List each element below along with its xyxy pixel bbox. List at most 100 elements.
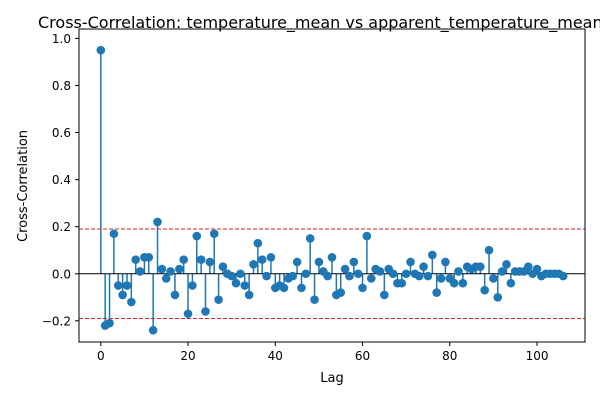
data-point bbox=[436, 274, 446, 283]
data-point bbox=[502, 260, 511, 269]
data-point bbox=[506, 278, 516, 288]
data-point bbox=[397, 278, 407, 288]
data-point bbox=[497, 267, 507, 276]
data-point bbox=[192, 231, 202, 241]
data-point bbox=[358, 283, 367, 293]
data-point bbox=[484, 245, 494, 255]
data-point bbox=[127, 297, 136, 307]
data-point bbox=[166, 267, 175, 276]
data-point bbox=[340, 264, 350, 274]
data-point bbox=[336, 288, 346, 297]
data-point bbox=[380, 290, 389, 300]
data-point bbox=[196, 255, 206, 264]
x-axis-label: Lag bbox=[320, 371, 343, 386]
data-point bbox=[179, 255, 188, 264]
data-point bbox=[109, 229, 119, 239]
data-point bbox=[449, 278, 459, 288]
axes-frame bbox=[78, 28, 586, 343]
data-point bbox=[218, 262, 228, 271]
data-point bbox=[257, 255, 267, 264]
x-tick-label: 80 bbox=[442, 349, 457, 363]
data-point bbox=[314, 257, 324, 267]
chart-title: Cross-Correlation: temperature_mean vs a… bbox=[38, 13, 600, 33]
data-point bbox=[135, 267, 145, 276]
data-point bbox=[362, 231, 372, 241]
data-point bbox=[161, 274, 171, 283]
data-point bbox=[301, 269, 311, 279]
data-point bbox=[432, 288, 441, 297]
data-point bbox=[244, 290, 254, 300]
data-point bbox=[458, 278, 468, 288]
data-point bbox=[558, 271, 568, 281]
data-point bbox=[523, 262, 533, 271]
data-point bbox=[153, 217, 162, 227]
data-point bbox=[236, 269, 245, 279]
y-tick-label: 0.6 bbox=[52, 126, 71, 140]
y-tick-label: 0.0 bbox=[52, 267, 71, 281]
data-point bbox=[118, 290, 127, 300]
data-point bbox=[188, 281, 197, 290]
data-point bbox=[201, 307, 210, 316]
data-point bbox=[279, 283, 289, 293]
data-point bbox=[96, 45, 106, 55]
data-point bbox=[157, 264, 167, 274]
data-point bbox=[144, 252, 154, 262]
data-point bbox=[175, 264, 184, 274]
data-point bbox=[366, 274, 376, 283]
data-point bbox=[214, 295, 223, 304]
data-point bbox=[122, 281, 132, 290]
x-tick-label: 40 bbox=[268, 349, 283, 363]
data-point bbox=[406, 257, 415, 267]
data-point bbox=[249, 260, 258, 269]
data-point bbox=[419, 262, 428, 271]
data-point bbox=[476, 262, 485, 271]
data-point bbox=[428, 250, 437, 260]
data-point bbox=[227, 271, 236, 281]
data-point bbox=[131, 255, 141, 264]
data-point bbox=[401, 269, 411, 279]
data-point bbox=[489, 274, 498, 283]
y-axis-label: Cross-Correlation bbox=[16, 130, 31, 242]
data-point bbox=[375, 267, 385, 276]
data-point bbox=[414, 271, 424, 281]
data-point bbox=[183, 309, 193, 319]
data-point bbox=[327, 252, 337, 262]
x-tick-label: 60 bbox=[355, 349, 370, 363]
data-point bbox=[310, 295, 319, 304]
x-tick-label: 0 bbox=[97, 349, 105, 363]
x-tick-label: 100 bbox=[526, 349, 549, 363]
data-point bbox=[253, 238, 263, 248]
data-point bbox=[170, 290, 180, 300]
data-point bbox=[323, 271, 332, 281]
data-point bbox=[532, 264, 542, 274]
data-point bbox=[353, 269, 363, 279]
data-point bbox=[349, 257, 359, 267]
data-point bbox=[288, 271, 298, 281]
data-point bbox=[266, 252, 276, 262]
data-point bbox=[148, 325, 158, 335]
data-point bbox=[297, 283, 306, 293]
data-point bbox=[345, 271, 354, 281]
data-point bbox=[388, 269, 398, 279]
data-point bbox=[454, 267, 463, 276]
data-point bbox=[231, 278, 241, 288]
data-point bbox=[441, 257, 450, 267]
y-tick-label: 0.4 bbox=[52, 173, 71, 187]
data-point bbox=[262, 271, 271, 281]
data-point bbox=[205, 257, 215, 267]
data-point bbox=[113, 281, 123, 290]
y-axis: −0.2 0.0 0.2 0.4 0.6 0.8 1.0 bbox=[42, 32, 79, 328]
data-point bbox=[423, 271, 433, 281]
data-point bbox=[292, 257, 302, 267]
data-point bbox=[493, 292, 503, 302]
x-axis: 0 20 40 60 80 100 bbox=[97, 342, 548, 363]
plot-area bbox=[79, 45, 585, 335]
data-point bbox=[105, 318, 114, 328]
x-tick-label: 20 bbox=[180, 349, 195, 363]
data-point bbox=[305, 234, 315, 243]
y-tick-label: −0.2 bbox=[42, 314, 71, 328]
data-point bbox=[240, 281, 250, 290]
y-tick-label: 1.0 bbox=[52, 32, 71, 46]
